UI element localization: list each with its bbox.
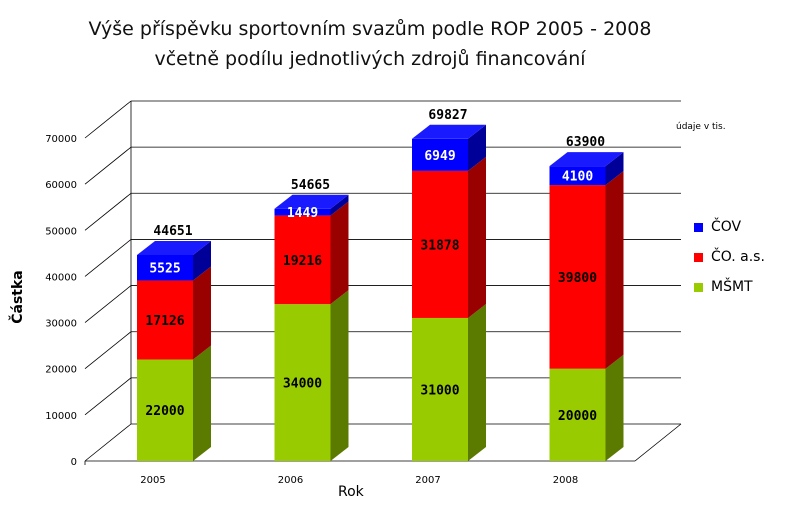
bar-top <box>412 124 486 139</box>
legend-item-co: ČO. a.s. <box>694 242 765 272</box>
bar-segment <box>274 215 331 305</box>
legend-label-msmt: MŠMT <box>711 279 753 295</box>
bar-data-label: 31878 <box>420 238 459 253</box>
legend-swatch-msmt <box>694 282 703 292</box>
bar-total-label: 69827 <box>428 108 467 123</box>
bar-data-label: 39800 <box>558 271 597 286</box>
bar-segment <box>274 208 331 216</box>
legend-label-co: ČO. a.s. <box>711 249 765 265</box>
bar-segment <box>137 359 193 461</box>
bar-data-label: 31000 <box>420 383 459 398</box>
bar-side <box>330 201 349 305</box>
units-note: údaje v tis. <box>676 122 726 132</box>
bar-data-label: 34000 <box>283 377 322 392</box>
bar-segment <box>412 138 468 171</box>
bar-side <box>605 354 624 461</box>
chart-title-line1: Výše příspěvku sportovním svazům podle R… <box>88 18 652 40</box>
bar-side <box>193 266 211 360</box>
gridline-depth <box>84 377 132 416</box>
bar-data-label: 5525 <box>149 262 180 277</box>
legend-item-cov: ČOV <box>694 212 765 242</box>
legend-swatch-co <box>694 252 703 262</box>
bar-total-label: 44651 <box>153 224 192 239</box>
y-tick-label: 40000 <box>45 272 77 283</box>
bar-data-label: 6949 <box>424 149 455 164</box>
x-tick-label: 2006 <box>278 475 303 486</box>
legend-swatch-cov <box>694 222 703 232</box>
x-tick-label: 2008 <box>553 475 578 486</box>
legend-item-msmt: MŠMT <box>694 272 765 302</box>
gridline-depth <box>84 285 132 323</box>
bar-data-label: 1449 <box>287 206 318 221</box>
bar-side <box>605 171 624 369</box>
bar-top <box>137 240 211 255</box>
bar-total-label: 54665 <box>291 178 330 193</box>
bar-data-label: 20000 <box>558 409 597 424</box>
bar-side <box>193 240 211 281</box>
x-axis-label: Rok <box>338 484 364 500</box>
bar-side <box>193 345 211 461</box>
y-tick-label: 10000 <box>45 411 77 422</box>
bar-segment <box>549 185 606 369</box>
y-tick-label: 60000 <box>45 180 77 191</box>
gridline-depth <box>84 239 132 277</box>
bar-segment <box>137 254 193 281</box>
bar-segment <box>412 317 468 461</box>
bar-data-label: 19216 <box>283 254 322 269</box>
bar-segment <box>274 304 331 461</box>
x-tick-label: 2007 <box>415 475 440 486</box>
bar-data-label: 22000 <box>145 404 184 419</box>
gridline-depth <box>84 423 132 462</box>
bar-top <box>274 194 349 209</box>
legend-label-cov: ČOV <box>711 219 742 235</box>
y-axis-label: Částka <box>10 270 26 324</box>
gridline-depth <box>84 331 132 370</box>
chart-title-line2: včetně podílu jednotlivých zdrojů financ… <box>154 48 586 70</box>
legend: ČOV ČO. a.s. MŠMT <box>694 212 765 302</box>
floor-right-edge <box>634 423 682 462</box>
bar-segment <box>412 170 468 318</box>
bar-data-label: 17126 <box>145 314 184 329</box>
bar-segment <box>549 166 606 186</box>
y-tick-label: 50000 <box>45 226 77 237</box>
y-tick-label: 0 <box>71 457 77 468</box>
y-tick-label: 30000 <box>45 319 77 330</box>
bar-segment <box>137 280 193 360</box>
gridline-depth <box>84 146 132 185</box>
bar-side <box>468 303 486 461</box>
bar-side <box>468 124 486 171</box>
bar-side <box>605 152 624 186</box>
x-tick-label: 2005 <box>140 475 165 486</box>
bar-top <box>549 152 624 167</box>
bar-side <box>468 156 486 318</box>
gridline-depth <box>84 100 132 139</box>
y-tick-label: 70000 <box>45 134 77 145</box>
bar-segment <box>549 368 606 461</box>
bar-data-label: 4100 <box>562 170 593 185</box>
bar-side <box>330 290 349 461</box>
bar-side <box>330 194 349 216</box>
y-tick-label: 20000 <box>45 365 77 376</box>
gridline-depth <box>84 192 132 231</box>
bar-total-label: 63900 <box>566 135 605 150</box>
